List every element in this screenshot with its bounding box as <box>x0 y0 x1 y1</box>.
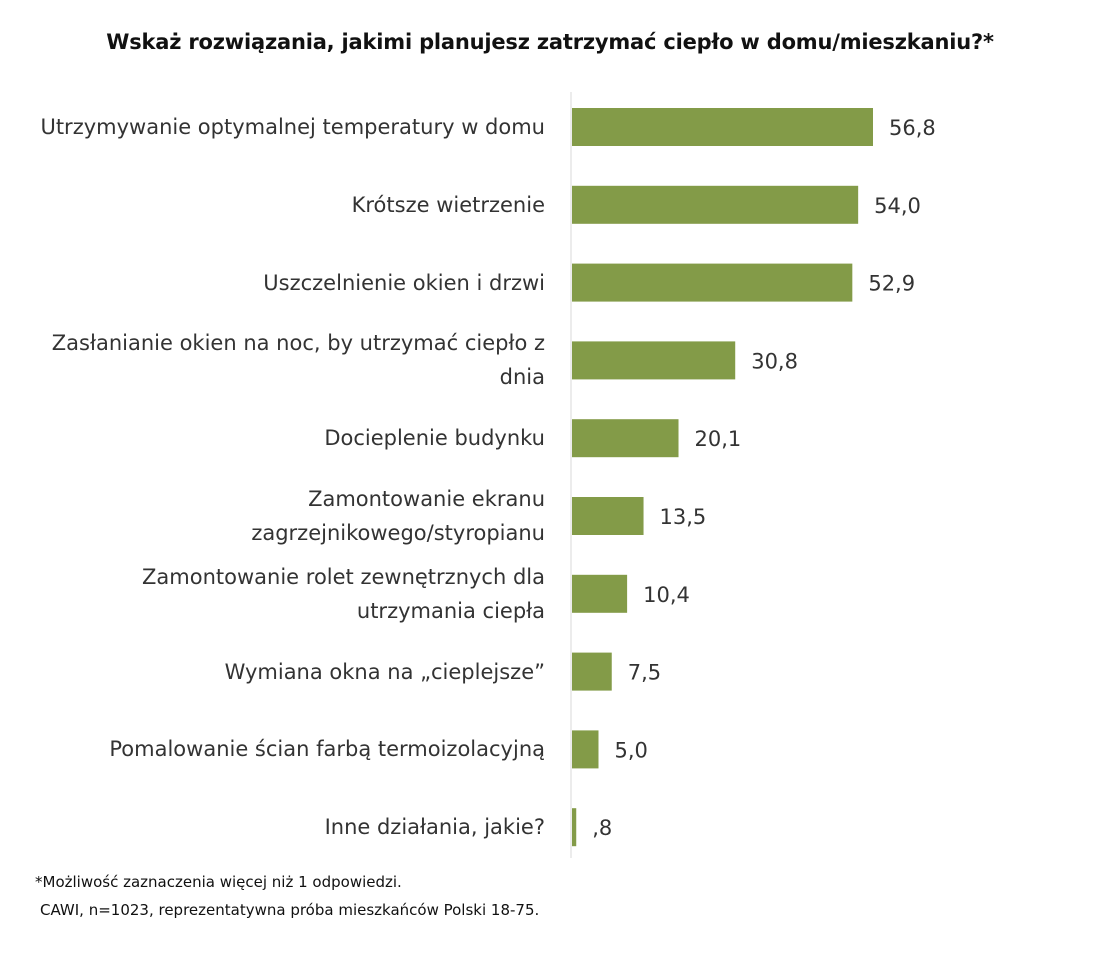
footnote-methodology: CAWI, n=1023, reprezentatywna próba mies… <box>40 901 540 919</box>
category-label: Pomalowanie ścian farbą termoizolacyjną <box>109 737 545 762</box>
category-label: Uszczelnienie okien i drzwi <box>263 270 545 295</box>
bar <box>572 730 599 769</box>
bar-value-label: 7,5 <box>628 661 661 685</box>
footnote-multiple-answers: *Możliwość zaznaczenia więcej niż 1 odpo… <box>35 873 402 891</box>
bar <box>572 263 853 302</box>
bar <box>572 808 577 847</box>
category-label: Zamontowanie ekranu zagrzejnikowego/styr… <box>251 487 545 545</box>
bar-value-label: 10,4 <box>643 583 690 607</box>
bar <box>572 108 873 146</box>
category-label: Inne działania, jakie? <box>324 815 545 840</box>
bar-value-label: 52,9 <box>868 272 915 296</box>
category-label: Zamontowanie rolet zewnętrznych dla utrz… <box>142 564 545 623</box>
bar <box>572 419 679 458</box>
bar-value-label: ,8 <box>592 816 612 840</box>
category-label: Utrzymywanie optymalnej temperatury w do… <box>40 115 545 139</box>
bar-value-label: 54,0 <box>874 194 921 218</box>
bar-value-label: 56,8 <box>889 116 936 140</box>
category-label: Docieplenie budynku <box>324 426 545 451</box>
bar <box>572 574 628 613</box>
category-label: Zasłanianie okien na noc, by utrzymać ci… <box>51 331 545 390</box>
bar-value-label: 30,8 <box>751 349 798 373</box>
chart-title: Wskaż rozwiązania, jakimi planujesz zatr… <box>106 30 994 54</box>
bar <box>572 497 644 535</box>
bar-value-label: 20,1 <box>695 427 742 451</box>
bar-value-label: 5,0 <box>614 738 647 762</box>
category-label: Wymiana okna na „cieplejsze” <box>224 659 545 684</box>
category-label: Krótsze wietrzenie <box>351 192 545 217</box>
bar <box>572 185 859 224</box>
bar <box>572 652 612 691</box>
bar <box>572 341 736 380</box>
bar-value-label: 13,5 <box>660 505 707 529</box>
